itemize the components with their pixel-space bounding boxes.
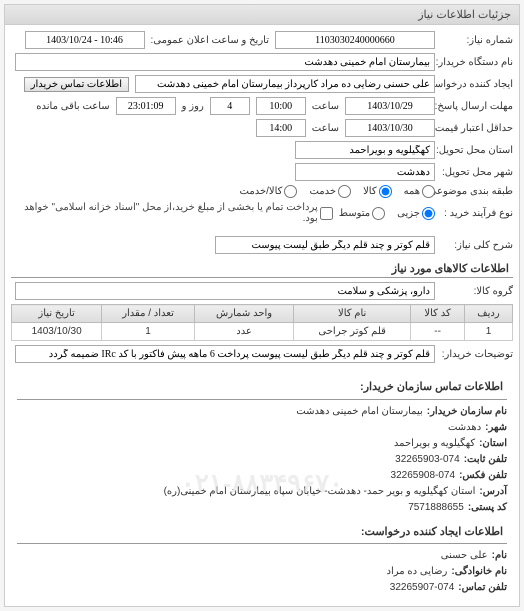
- minvalid-time-input[interactable]: [256, 119, 306, 137]
- table-header: واحد شمارش: [194, 305, 293, 323]
- table-header: کد کالا: [411, 305, 465, 323]
- org-tel-value: 32265903-074: [395, 452, 460, 468]
- req-tel-label: تلفن تماس:: [458, 580, 507, 596]
- org-city-value: دهدشت: [448, 420, 481, 436]
- contact-info-block: ۰۲۱-۸۸۳۴۹۶۷۰ اطلاعات تماس سازمان خریدار:…: [11, 367, 513, 600]
- deliver-city-input[interactable]: [295, 163, 435, 181]
- goods-table: ردیفکد کالانام کالاواحد شمارشتعداد / مقد…: [11, 304, 513, 341]
- radio-small[interactable]: جزیی: [397, 207, 435, 220]
- details-panel: جزئیات اطلاعات نیاز شماره نیاز: تاریخ و …: [4, 4, 520, 607]
- table-header: ردیف: [465, 305, 513, 323]
- creator-input[interactable]: [135, 75, 435, 93]
- deliver-prov-input[interactable]: [295, 141, 435, 159]
- deadline-date-input[interactable]: [345, 97, 435, 115]
- contact-title: اطلاعات تماس سازمان خریدار:: [17, 377, 507, 400]
- buyer-contact-button[interactable]: اطلاعات تماس خریدار: [24, 77, 129, 92]
- goodsgrp-label: گروه کالا:: [441, 286, 513, 297]
- deadline-time-label: ساعت: [312, 101, 339, 112]
- table-header: نام کالا: [294, 305, 411, 323]
- radio-all[interactable]: همه: [404, 185, 435, 198]
- org-prov-label: استان:: [479, 436, 507, 452]
- minvalid-label: حداقل اعتبار قیمت: تا تاریخ:: [441, 123, 513, 134]
- desc-label: شرح کلی نیاز:: [441, 240, 513, 251]
- deadline-label: مهلت ارسال پاسخ: تا تاریخ:: [441, 101, 513, 112]
- deliver-city-label: شهر محل تحویل:: [441, 167, 513, 178]
- announce-input[interactable]: [25, 31, 145, 49]
- org-addr-value: استان کهگیلویه و بویر حمد- دهدشت- خیابان…: [164, 484, 476, 500]
- radio-goods[interactable]: کالا: [363, 185, 392, 198]
- class-radio-group: همه کالا خدمت کالا/خدمت: [240, 185, 435, 198]
- minvalid-date-input[interactable]: [345, 119, 435, 137]
- announce-label: تاریخ و ساعت اعلان عمومی:: [151, 35, 270, 46]
- panel-title: جزئیات اطلاعات نیاز: [5, 5, 519, 25]
- remain-label: ساعت باقی مانده: [36, 101, 109, 112]
- req-name-label: نام:: [492, 548, 507, 564]
- req-name-value: علی حسنی: [441, 548, 488, 564]
- minvalid-time-label: ساعت: [312, 123, 339, 134]
- radio-goodserv[interactable]: کالا/خدمت: [240, 185, 298, 198]
- need-number-input[interactable]: [275, 31, 435, 49]
- org-fax-value: 32265908-074: [391, 468, 456, 484]
- deadline-time-input[interactable]: [256, 97, 306, 115]
- org-post-label: کد پستی:: [468, 500, 507, 516]
- class-label: طبقه بندی موضوعی:: [441, 186, 513, 197]
- explain-label: توضیحات خریدار:: [441, 349, 513, 360]
- days-label: روز و: [182, 101, 204, 112]
- table-row: 1--قلم کوتر جراحیعدد11403/10/30: [12, 323, 513, 341]
- table-cell: --: [411, 323, 465, 341]
- org-fax-label: تلفن فکس:: [459, 468, 507, 484]
- org-name-label: نام سازمان خریدار:: [427, 404, 507, 420]
- buy-note-check[interactable]: پرداخت تمام یا بخشی از مبلغ خرید،از محل …: [11, 202, 333, 224]
- org-city-label: شهر:: [485, 420, 507, 436]
- buytype-label: نوع فرآیند خرید :: [441, 208, 513, 219]
- remain-time-input[interactable]: [116, 97, 176, 115]
- org-addr-label: آدرس:: [479, 484, 507, 500]
- org-tel-label: تلفن ثابت:: [464, 452, 507, 468]
- desc-input[interactable]: [215, 236, 435, 254]
- table-cell: عدد: [194, 323, 293, 341]
- table-cell: 1: [102, 323, 195, 341]
- table-cell: 1: [465, 323, 513, 341]
- panel-body: شماره نیاز: تاریخ و ساعت اعلان عمومی: نا…: [5, 25, 519, 606]
- table-header: تاریخ نیاز: [12, 305, 102, 323]
- goods-section-title: اطلاعات کالاهای مورد نیاز: [11, 260, 513, 278]
- buytype-radio-group: جزیی متوسط: [339, 207, 435, 220]
- table-cell: 1403/10/30: [12, 323, 102, 341]
- explain-input[interactable]: [15, 345, 435, 363]
- req-fam-label: نام خانوادگی:: [451, 564, 507, 580]
- goodsgrp-input[interactable]: [15, 282, 435, 300]
- buyer-device-label: نام دستگاه خریدار:: [441, 57, 513, 68]
- radio-service[interactable]: خدمت: [309, 185, 351, 198]
- buyer-device-input[interactable]: [15, 53, 435, 71]
- org-post-value: 7571888655: [408, 500, 464, 516]
- req-tel-value: 32265907-074: [390, 580, 455, 596]
- radio-medium[interactable]: متوسط: [339, 207, 385, 220]
- deliver-prov-label: استان محل تحویل:: [441, 145, 513, 156]
- org-name-value: بیمارستان امام خمینی دهدشت: [296, 404, 422, 420]
- creator-label: ایجاد کننده درخواست:: [441, 79, 513, 90]
- table-cell: قلم کوتر جراحی: [294, 323, 411, 341]
- need-number-label: شماره نیاز:: [441, 35, 513, 46]
- req-fam-value: رضایی ده مراد: [387, 564, 448, 580]
- org-prov-value: کهگیلویه و بویراحمد: [394, 436, 475, 452]
- table-header: تعداد / مقدار: [102, 305, 195, 323]
- days-input[interactable]: [210, 97, 250, 115]
- req-creator-title: اطلاعات ایجاد کننده درخواست:: [17, 522, 507, 545]
